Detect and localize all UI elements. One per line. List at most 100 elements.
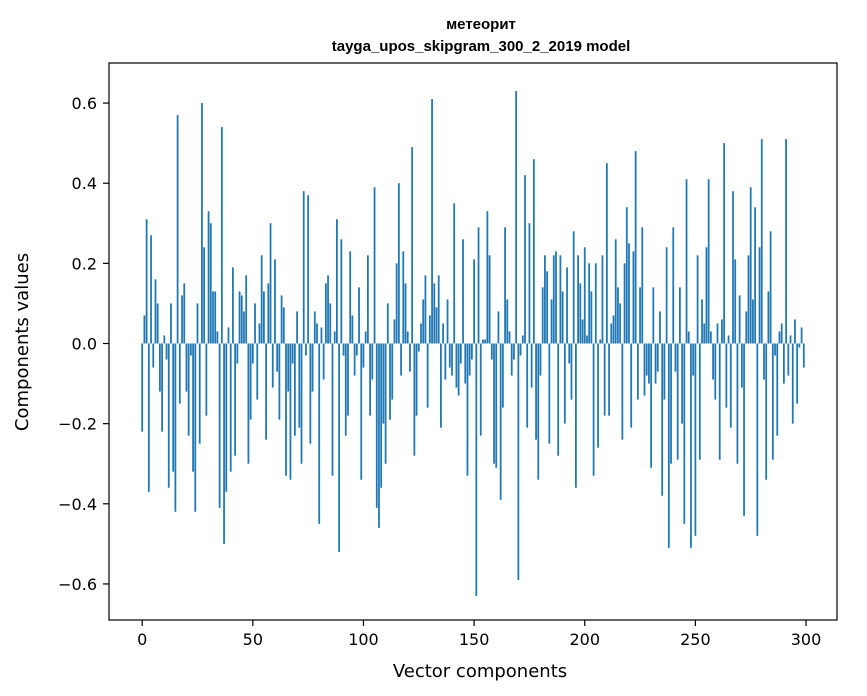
bar [240, 295, 243, 344]
bar [594, 263, 597, 344]
bar [530, 343, 533, 388]
bar [185, 343, 188, 392]
bar [320, 327, 323, 344]
bar [630, 343, 633, 428]
bar [701, 299, 703, 344]
bar [575, 343, 577, 488]
bar [714, 343, 717, 400]
bar [654, 343, 657, 384]
bar [234, 343, 237, 456]
bar [692, 343, 695, 376]
bar [243, 311, 245, 344]
bar [232, 267, 234, 344]
bar [176, 115, 179, 344]
bar [608, 343, 610, 416]
bar [462, 239, 464, 344]
bar [324, 283, 327, 344]
bar [338, 343, 341, 552]
bar [557, 343, 560, 456]
bar [663, 343, 666, 400]
bar [705, 247, 708, 344]
bar [785, 139, 787, 344]
bar [639, 287, 641, 344]
bar [406, 331, 409, 344]
bar [532, 159, 535, 344]
bar [428, 315, 431, 344]
bar [676, 343, 679, 460]
bar [612, 315, 615, 344]
bar [393, 319, 396, 344]
bar [648, 343, 650, 384]
bar [172, 343, 175, 472]
bar [583, 247, 586, 344]
bar [541, 287, 544, 344]
bar [561, 291, 564, 344]
bar [426, 343, 429, 408]
bar [318, 343, 321, 524]
bar [537, 343, 540, 480]
bar [192, 343, 194, 472]
bar [515, 91, 518, 344]
bar [769, 231, 772, 344]
bar [656, 343, 659, 372]
bar [355, 343, 358, 356]
bar [524, 175, 526, 344]
bar [198, 343, 201, 444]
y-tick-label: 0.4 [72, 174, 97, 193]
bar [473, 259, 475, 344]
bar [216, 331, 219, 344]
bar [477, 227, 480, 344]
bar [296, 311, 298, 344]
bar [433, 283, 436, 344]
bar [285, 343, 287, 476]
bar [245, 275, 248, 344]
bar [420, 323, 422, 344]
bar [641, 227, 644, 344]
bar [555, 251, 557, 344]
bar [780, 323, 783, 344]
bar [229, 343, 232, 472]
bar [194, 343, 197, 512]
bar [493, 343, 495, 464]
bar [178, 343, 181, 404]
bar [756, 343, 759, 536]
bar [269, 223, 272, 344]
bar [736, 343, 739, 464]
bar [313, 311, 316, 344]
bar [378, 343, 380, 528]
bar [535, 343, 537, 440]
bar [464, 343, 467, 384]
bar [311, 343, 314, 392]
bar [729, 343, 732, 428]
bar [659, 311, 661, 344]
bar [563, 343, 566, 424]
bar [389, 343, 391, 420]
bar [371, 343, 374, 380]
bar [617, 287, 619, 344]
bar [435, 307, 438, 344]
bar [349, 251, 352, 344]
bar [362, 343, 365, 368]
bar [331, 343, 334, 476]
bar [572, 231, 575, 344]
bar [698, 343, 701, 460]
bar [397, 183, 400, 344]
bar [497, 311, 500, 344]
bar [212, 291, 214, 344]
bar [471, 343, 473, 360]
bar [305, 343, 307, 356]
bar [386, 303, 389, 344]
bar [145, 219, 148, 344]
bar [643, 343, 646, 396]
bar [333, 331, 336, 344]
bar [300, 343, 303, 464]
bar [424, 275, 427, 344]
bar [802, 343, 805, 368]
bar [559, 255, 562, 344]
bar [745, 311, 748, 344]
chart-title-line2: tayga_upos_skipgram_300_2_2019 model [332, 38, 631, 55]
bar [709, 331, 712, 344]
bar [207, 211, 210, 344]
bar [650, 343, 653, 468]
bar [767, 291, 770, 344]
